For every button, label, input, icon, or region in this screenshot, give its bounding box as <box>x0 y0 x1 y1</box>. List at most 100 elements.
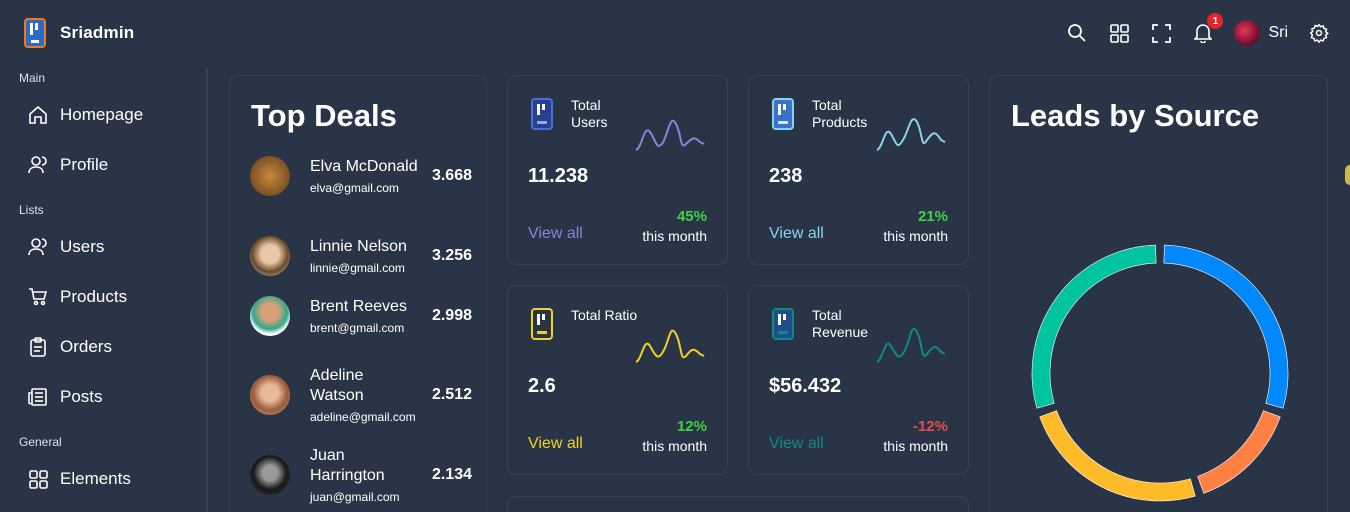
deal-row[interactable]: Brent Reeves brent@gmail.com 2.998 <box>250 296 472 336</box>
card-percent: 45% <box>676 208 707 225</box>
sidebar-item-orders[interactable]: Orders <box>0 322 206 372</box>
top-deals-title: Top Deals <box>251 98 397 133</box>
deal-name: Adeline Watson <box>310 367 364 404</box>
grid-icon <box>28 469 48 489</box>
card-value: 11.238 <box>528 165 589 187</box>
deal-name: Linnie Nelson <box>310 238 407 255</box>
total-revenue-card: Total Revenue $56.432 View all -12% this… <box>748 285 969 475</box>
user-menu[interactable]: Sri <box>1234 20 1288 46</box>
cart-icon <box>29 288 48 306</box>
deal-row[interactable]: Juan Harrington juan@gmail.com 2.134 <box>250 446 472 504</box>
top-deals-panel: Top Deals Elva McDonald elva@gmail.com 3… <box>229 75 487 512</box>
avatar <box>250 455 290 495</box>
bell-icon <box>1194 24 1213 43</box>
card-period: this month <box>883 438 948 454</box>
view-all-link[interactable]: View all <box>528 435 583 452</box>
sidebar-item-posts[interactable]: Posts <box>0 372 206 422</box>
settings-button[interactable] <box>1308 22 1330 44</box>
deal-email: linnie@gmail.com <box>310 261 405 275</box>
home-icon <box>29 105 47 124</box>
donut-slice <box>1031 244 1157 409</box>
sidebar-item-label: Orders <box>60 337 112 356</box>
bottom-panel <box>507 496 969 512</box>
avatar <box>250 375 290 415</box>
deal-amount: 2.998 <box>431 307 472 324</box>
card-value: 2.6 <box>528 375 556 397</box>
card-title: Total Revenue <box>812 307 869 340</box>
sidebar-item-label: Products <box>60 287 128 306</box>
leads-title: Leads by Source <box>1011 98 1260 133</box>
total-ratio-card: Total Ratio 2.6 View all 12% this month <box>507 285 728 475</box>
products-card-icon <box>772 98 794 130</box>
gear-icon <box>1309 23 1329 43</box>
deal-row[interactable]: Adeline Watson adeline@gmail.com 2.512 <box>250 366 472 424</box>
deal-amount: 2.134 <box>431 466 472 483</box>
sidebar-item-label: Homepage <box>60 105 144 124</box>
sidebar-item-label: Users <box>60 237 105 256</box>
notifications-button[interactable]: 1 <box>1192 13 1224 44</box>
apps-icon <box>1110 23 1129 43</box>
fullscreen-button[interactable] <box>1150 22 1172 44</box>
card-title: Total Products <box>812 97 868 130</box>
users-icon <box>28 238 47 256</box>
menu-section-general: General <box>19 435 62 449</box>
top-bar: Sriadmin 1 Sri <box>0 0 1350 68</box>
menu-section-main: Main <box>19 71 46 85</box>
sidebar-item-elements[interactable]: Elements <box>0 454 206 504</box>
card-percent: -12% <box>912 418 948 435</box>
deal-amount: 3.256 <box>431 247 472 264</box>
view-all-link[interactable]: View all <box>769 225 824 242</box>
sidebar-item-users[interactable]: Users <box>0 222 206 272</box>
leads-panel: Leads by Source <box>989 75 1328 512</box>
sidebar-item-label: Profile <box>60 155 109 174</box>
view-all-link[interactable]: View all <box>528 225 583 242</box>
sidebar-item-homepage[interactable]: Homepage <box>0 90 206 140</box>
ratio-card-icon <box>531 308 553 340</box>
sidebar: Main Homepage Profile Lists Users Produc… <box>0 68 208 512</box>
logo-icon <box>24 18 46 48</box>
sidebar-item-label: Posts <box>60 387 103 406</box>
deal-amount: 2.512 <box>431 386 472 403</box>
deal-amount: 3.668 <box>431 167 472 184</box>
sparkline <box>876 327 946 363</box>
deal-row[interactable]: Elva McDonald elva@gmail.com 3.668 <box>250 156 472 196</box>
search-button[interactable] <box>1066 22 1088 44</box>
avatar <box>250 236 290 276</box>
scroll-indicator <box>1345 165 1350 185</box>
sparkline <box>876 118 946 151</box>
deal-row[interactable]: Linnie Nelson linnie@gmail.com 3.256 <box>250 236 472 276</box>
menu-section-lists: Lists <box>19 203 44 217</box>
deal-email: brent@gmail.com <box>310 321 405 335</box>
sparkline <box>635 119 705 151</box>
sidebar-item-products[interactable]: Products <box>0 272 206 322</box>
total-products-card: Total Products 238 View all 21% this mon… <box>748 75 969 265</box>
donut-slice <box>1163 244 1289 409</box>
user-name: Sri <box>1268 24 1288 41</box>
card-title: Total Users <box>571 97 608 130</box>
leads-donut-chart <box>1031 244 1289 502</box>
card-period: this month <box>642 438 707 454</box>
revenue-card-icon <box>772 308 794 340</box>
apps-button[interactable] <box>1108 22 1130 44</box>
users-card-icon <box>531 98 553 130</box>
deal-name: Juan Harrington <box>310 447 385 484</box>
logo[interactable]: Sriadmin <box>24 18 134 48</box>
donut-slice <box>1039 410 1196 502</box>
card-period: this month <box>883 228 948 244</box>
deal-name: Brent Reeves <box>310 298 407 315</box>
deal-email: juan@gmail.com <box>310 490 400 504</box>
search-icon <box>1068 24 1087 42</box>
sparkline <box>635 329 705 363</box>
clipboard-icon <box>30 337 46 357</box>
newspaper-icon <box>28 388 47 406</box>
app-title: Sriadmin <box>60 23 135 42</box>
total-users-card: Total Users 11.238 View all 45% this mon… <box>507 75 728 265</box>
notification-badge: 1 <box>1207 13 1224 29</box>
avatar <box>1234 20 1261 46</box>
view-all-link[interactable]: View all <box>769 435 824 452</box>
card-title: Total Ratio <box>571 307 638 323</box>
sidebar-item-profile[interactable]: Profile <box>0 140 206 190</box>
deal-email: elva@gmail.com <box>310 181 399 195</box>
sidebar-item-label: Elements <box>60 469 131 488</box>
user-icon <box>28 156 47 174</box>
